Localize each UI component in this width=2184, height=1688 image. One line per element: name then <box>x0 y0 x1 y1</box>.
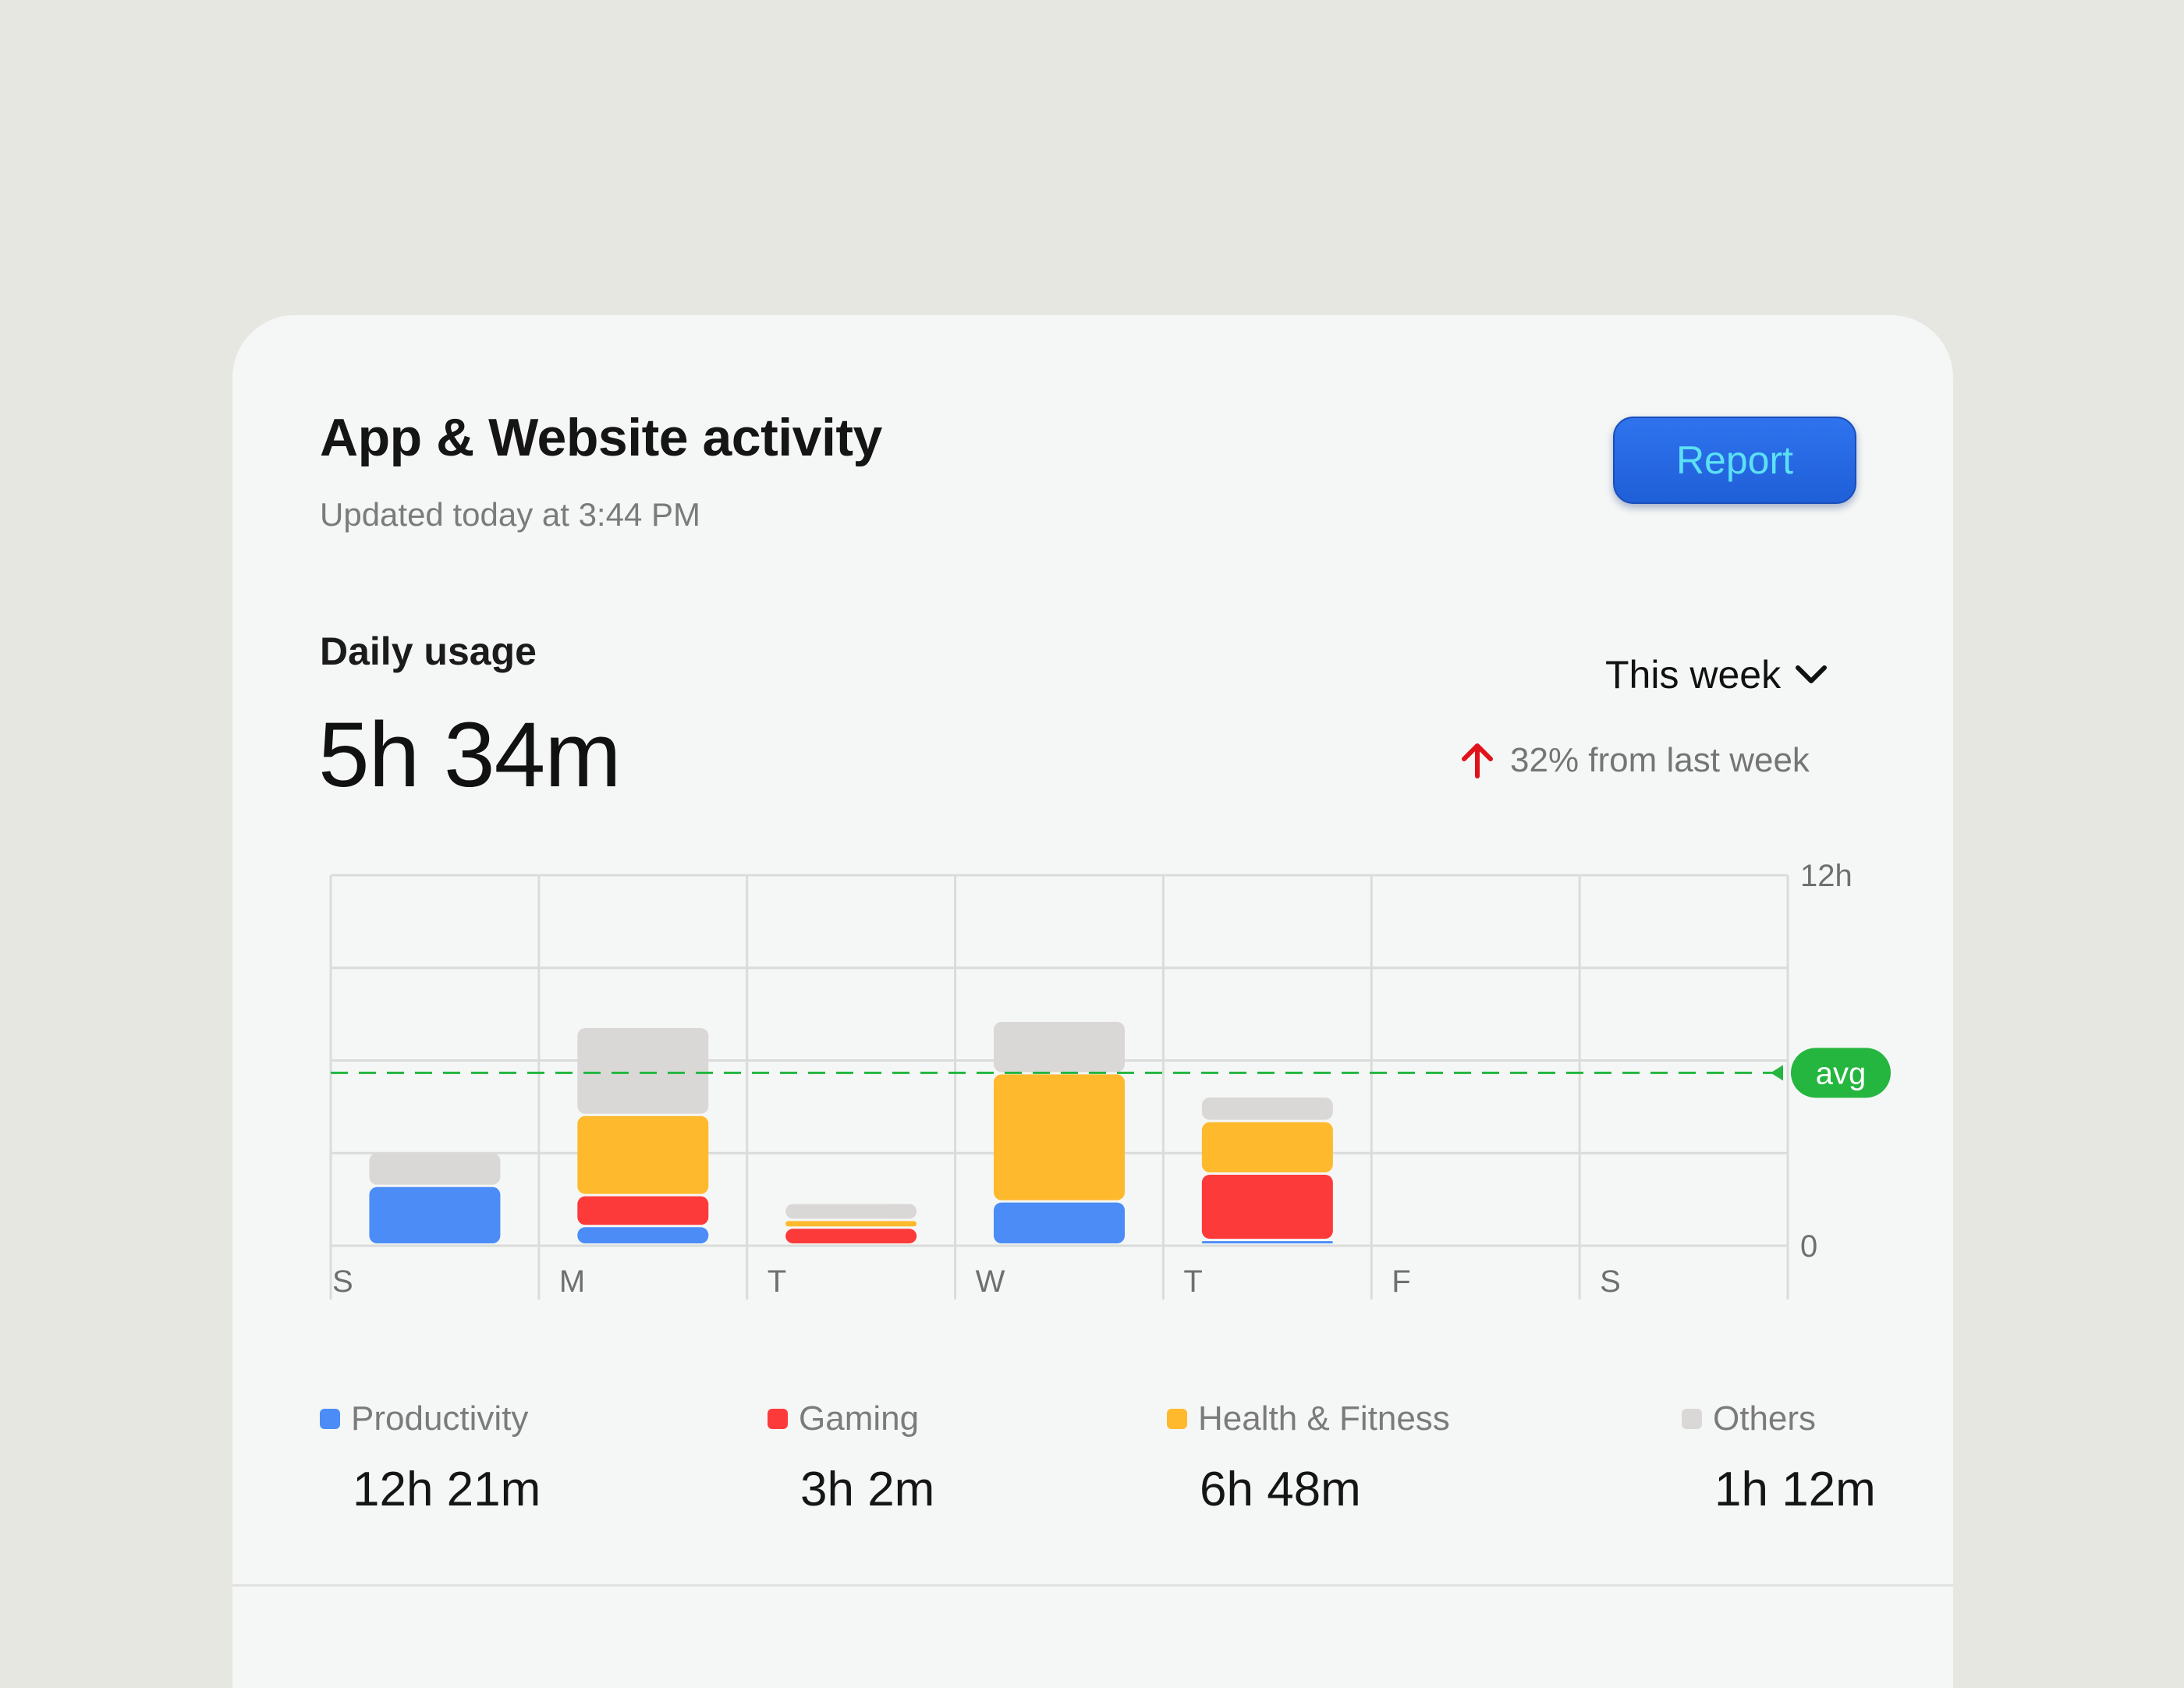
bar-segment-others <box>577 1027 709 1114</box>
legend-swatch <box>1682 1409 1702 1429</box>
x-tick-label: T <box>1183 1264 1202 1299</box>
legend-label: Health & Fitness <box>1198 1399 1450 1438</box>
report-button[interactable]: Report <box>1613 417 1856 504</box>
legend-total: 3h 2m <box>800 1463 935 1516</box>
legend-health-fitness: Health & Fitness 6h 48m <box>1167 1399 1450 1517</box>
bar-segment-productivity <box>994 1202 1125 1243</box>
legend-others: Others 1h 12m <box>1682 1399 1876 1517</box>
card-title: App & Website activity <box>320 408 882 467</box>
legend-label: Gaming <box>799 1399 920 1438</box>
average-marker-icon <box>1771 1065 1783 1081</box>
bar-segment-others <box>994 1022 1125 1073</box>
legend-label: Others <box>1713 1399 1817 1438</box>
legend-label: Productivity <box>351 1399 529 1438</box>
bar-segment-gaming <box>577 1196 709 1225</box>
range-dropdown-label: This week <box>1605 653 1782 697</box>
updated-timestamp: Updated today at 3:44 PM <box>320 496 700 533</box>
legend-swatch <box>768 1409 788 1429</box>
legend-total: 6h 48m <box>1200 1463 1361 1516</box>
x-tick-label: M <box>559 1264 585 1299</box>
bar-segment-health-fitness <box>1201 1122 1333 1172</box>
average-badge <box>1791 1048 1891 1098</box>
bar-segment-gaming <box>785 1229 917 1243</box>
legend-swatch <box>320 1409 340 1429</box>
bar-segment-productivity <box>577 1227 709 1243</box>
average-label: avg <box>1816 1056 1867 1090</box>
x-tick-label: S <box>1600 1264 1621 1299</box>
legend-productivity: Productivity 12h 21m <box>320 1399 541 1517</box>
trend-indicator: 32% from last week <box>1460 741 1810 780</box>
legend-total: 12h 21m <box>353 1463 541 1516</box>
bar-segment-productivity <box>1201 1241 1333 1243</box>
activity-card: App & Website activity Updated today at … <box>232 315 1953 1688</box>
bar-segment-health-fitness <box>785 1221 917 1227</box>
daily-usage-chart: S M T W T F S 12h 0 avg <box>329 859 1891 1300</box>
x-tick-label: F <box>1392 1264 1410 1299</box>
trend-text: 32% from last week <box>1510 741 1810 779</box>
x-tick-label: S <box>332 1264 353 1299</box>
legend-total: 1h 12m <box>1714 1463 1876 1516</box>
daily-usage-label: Daily usage <box>320 629 537 673</box>
bar-segment-health-fitness <box>994 1074 1125 1200</box>
chevron-down-icon <box>1796 665 1828 683</box>
bar-segment-others <box>785 1204 917 1219</box>
legend-swatch <box>1167 1409 1187 1429</box>
legend-gaming: Gaming 3h 2m <box>768 1399 934 1517</box>
x-tick-label: T <box>768 1264 786 1299</box>
range-dropdown[interactable]: This week <box>1605 652 1828 697</box>
y-tick-label: 12h <box>1800 859 1852 893</box>
bar-segment-gaming <box>1201 1174 1333 1239</box>
arrow-up-icon <box>1462 743 1493 778</box>
bar-segment-productivity <box>369 1186 501 1243</box>
bar-segment-health-fitness <box>577 1115 709 1194</box>
x-tick-label: W <box>976 1264 1005 1299</box>
daily-usage-value: 5h 34m <box>318 704 622 807</box>
bar-segment-others <box>1201 1098 1333 1120</box>
y-tick-label: 0 <box>1800 1229 1817 1264</box>
card-divider <box>232 1584 1953 1587</box>
bar-segment-others <box>369 1153 501 1185</box>
